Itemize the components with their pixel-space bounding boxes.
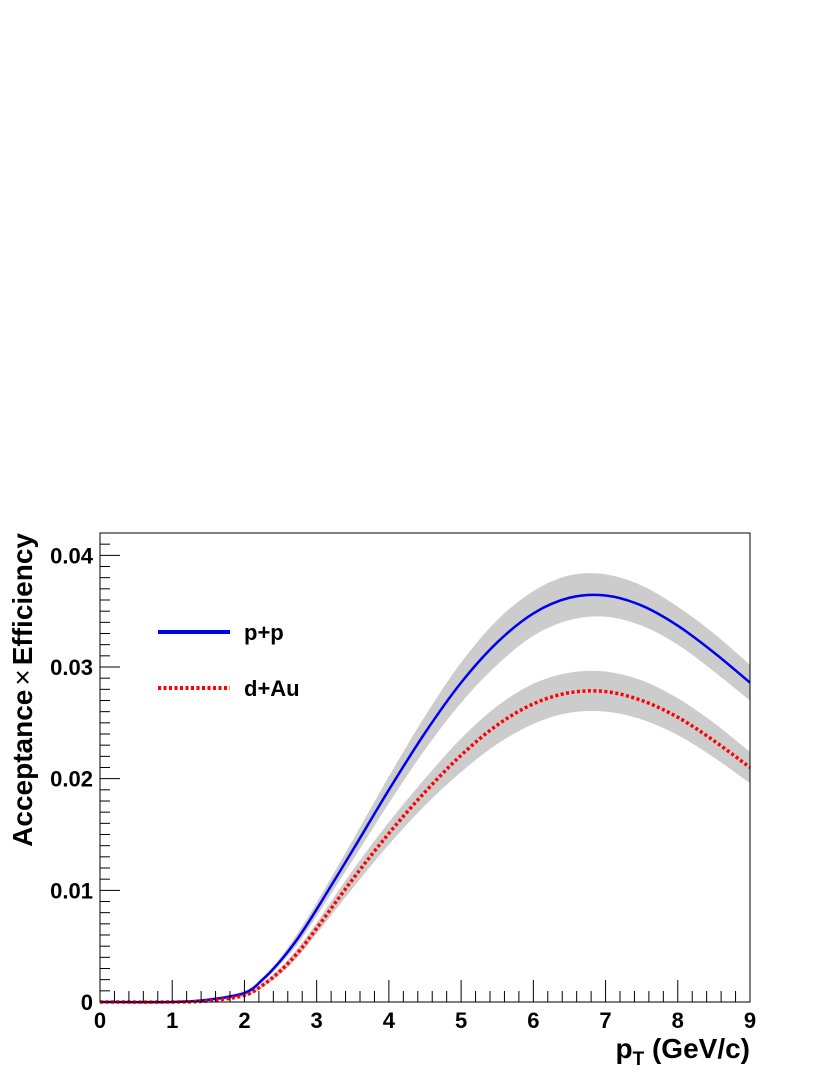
x-tick-label: 2 bbox=[238, 1008, 250, 1033]
x-axis-title-main: p bbox=[615, 1033, 632, 1064]
y-axis-title-times: × bbox=[7, 669, 38, 685]
y-axis: 0 0.01 0.02 0.03 0.04 bbox=[50, 532, 120, 1015]
y-tick-label: 0.01 bbox=[50, 878, 93, 903]
uncertainty-bands bbox=[100, 573, 750, 1003]
x-tick-label: 7 bbox=[599, 1008, 611, 1033]
band-dau bbox=[100, 670, 750, 1003]
y-tick-label: 0.03 bbox=[50, 655, 93, 680]
x-axis-title-subscript: T bbox=[633, 1049, 645, 1070]
y-tick-label: 0 bbox=[81, 990, 93, 1015]
x-tick-label: 1 bbox=[166, 1008, 178, 1033]
y-tick-label: 0.02 bbox=[50, 767, 93, 792]
x-axis: 0 1 2 3 4 5 6 7 8 9 bbox=[94, 980, 756, 1033]
legend: p+p d+Au bbox=[158, 620, 300, 701]
y-axis-title-left: Acceptance bbox=[7, 690, 38, 847]
y-tick-label: 0.04 bbox=[50, 543, 94, 568]
x-tick-label: 6 bbox=[527, 1008, 539, 1033]
legend-label-dau: d+Au bbox=[244, 676, 300, 701]
x-tick-label: 5 bbox=[455, 1008, 467, 1033]
legend-label-pp: p+p bbox=[244, 620, 284, 645]
x-tick-label: 4 bbox=[383, 1008, 396, 1033]
x-tick-label: 3 bbox=[311, 1008, 323, 1033]
band-pp bbox=[100, 573, 750, 1003]
x-tick-label: 0 bbox=[94, 1008, 106, 1033]
x-axis-title: pT (GeV/c) bbox=[615, 1033, 750, 1070]
x-tick-label: 8 bbox=[672, 1008, 684, 1033]
y-axis-title: Acceptance × Efficiency bbox=[7, 533, 38, 847]
y-axis-title-right: Efficiency bbox=[7, 533, 38, 666]
x-tick-label: 9 bbox=[744, 1008, 756, 1033]
x-axis-title-units: (GeV/c) bbox=[644, 1033, 750, 1064]
series-line-pp bbox=[99, 593, 751, 1004]
